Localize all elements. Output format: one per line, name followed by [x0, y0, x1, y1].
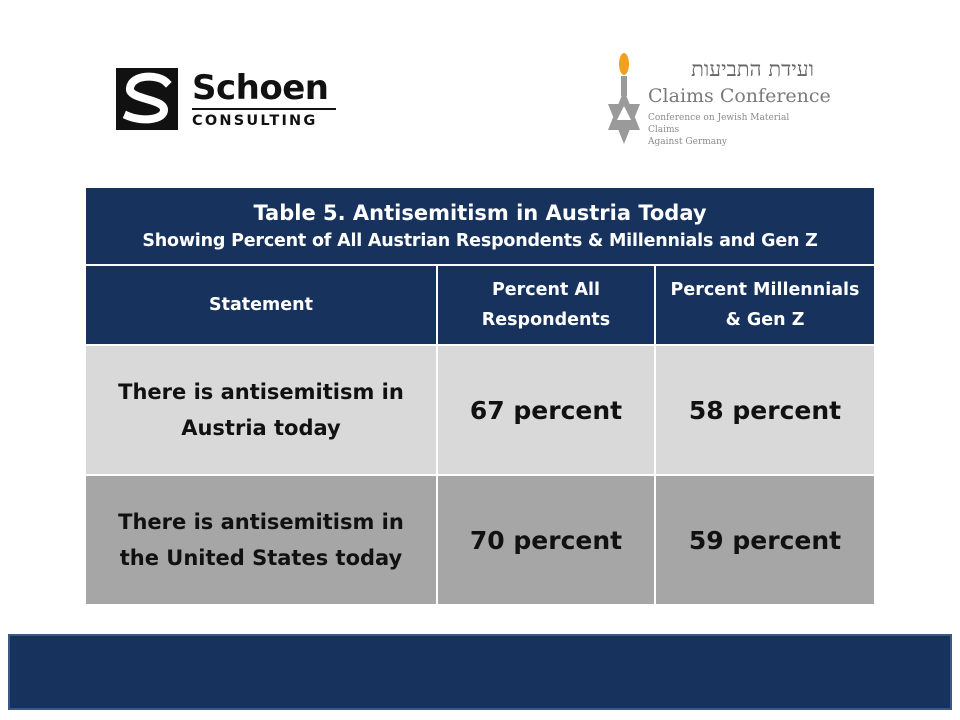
table-header-row: Statement Percent All Respondents Percen… [86, 266, 874, 346]
claims-hebrew-name: ועידת התביעות [691, 57, 814, 81]
statement-cell: There is antisemitism in Austria today [86, 346, 438, 474]
percent-millennials-cell: 58 percent [656, 346, 874, 474]
candle-star-emblem-icon [608, 53, 640, 144]
footer-bar [8, 634, 952, 710]
header-percent-all: Percent All Respondents [438, 266, 656, 344]
header-percent-millennials: Percent Millennials & Gen Z [656, 266, 874, 344]
percent-millennials-cell: 59 percent [656, 476, 874, 604]
header-millennials-line1: Percent Millennials [670, 280, 860, 300]
schoen-name: Schoen [192, 68, 329, 108]
schoen-consulting-logo: Schoen CONSULTING [116, 68, 341, 132]
claims-subtitle-line2: Against Germany [648, 137, 727, 147]
schoen-divider [192, 108, 336, 110]
claims-conference-logo: ועידת התביעות Claims Conference Conferen… [604, 50, 834, 150]
table-row: There is antisemitism in Austria today 6… [86, 346, 874, 476]
header-statement: Statement [86, 266, 438, 344]
header-percent-all-line1: Percent All [491, 280, 601, 300]
schoen-s-mark-icon [116, 68, 178, 130]
percent-all-cell: 67 percent [438, 346, 656, 474]
schoen-subtitle: CONSULTING [192, 113, 318, 129]
table-title: Table 5. Antisemitism in Austria Today [253, 201, 707, 225]
table-title-bar: Table 5. Antisemitism in Austria Today S… [86, 188, 874, 266]
percent-all-cell: 70 percent [438, 476, 656, 604]
claims-subtitle: Conference on Jewish Material Claims Aga… [648, 112, 818, 148]
claims-subtitle-line1: Conference on Jewish Material Claims [648, 113, 790, 135]
table-row: There is antisemitism in the United Stat… [86, 476, 874, 604]
statement-cell: There is antisemitism in the United Stat… [86, 476, 438, 604]
claims-name: Claims Conference [648, 85, 831, 107]
header-millennials-line2: & Gen Z [725, 310, 805, 330]
table-subtitle: Showing Percent of All Austrian Responde… [142, 231, 818, 251]
antisemitism-table: Table 5. Antisemitism in Austria Today S… [86, 188, 874, 604]
header-percent-all-line2: Respondents [481, 310, 611, 330]
